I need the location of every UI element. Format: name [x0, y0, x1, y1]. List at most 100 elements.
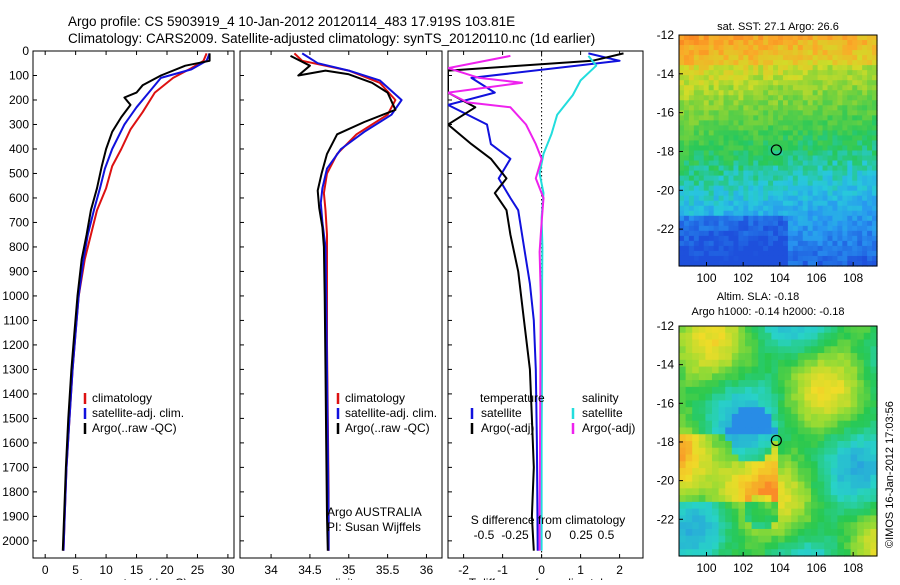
heatmap-cell: [807, 115, 814, 121]
heatmap-cell: [723, 90, 730, 96]
heatmap-cell: [817, 80, 824, 86]
heatmap-cell: [832, 175, 838, 182]
heatmap-cell: [782, 195, 789, 202]
heatmap-cell: [773, 260, 779, 267]
heatmap-cell: [842, 165, 848, 172]
heatmap-cell: [763, 240, 769, 247]
heatmap-cell: [872, 215, 878, 222]
heatmap-cell: [862, 230, 868, 237]
heatmap-cell: [768, 65, 774, 71]
heatmap-cell: [758, 434, 766, 442]
heatmap-cell: [692, 366, 700, 374]
heatmap-cell: [688, 165, 695, 172]
heatmap-cell: [782, 155, 789, 162]
heatmap-cell: [811, 461, 819, 469]
heatmap-cell: [844, 400, 852, 408]
heatmap-cell: [771, 346, 779, 354]
heatmap-cell: [773, 225, 779, 232]
heatmap-cell: [842, 160, 848, 167]
heatmap-cell: [738, 515, 746, 523]
heatmap-cell: [863, 528, 871, 537]
heatmap-cell: [832, 145, 838, 152]
heatmap-cell: [787, 65, 794, 71]
heatmap-cell: [797, 175, 804, 182]
heatmap-cell: [852, 95, 858, 101]
heatmap-cell: [685, 366, 693, 374]
heatmap-cell: [728, 85, 735, 91]
heatmap-cell: [758, 474, 766, 483]
heatmap-cell: [778, 200, 784, 207]
heatmap-cell: [857, 75, 863, 81]
heatmap-cell: [852, 160, 858, 167]
heatmap-cell: [832, 170, 838, 177]
heatmap-cell: [758, 549, 766, 557]
heatmap-cell: [763, 100, 769, 106]
heatmap-cell: [857, 195, 863, 202]
heatmap-cell: [703, 140, 710, 147]
heatmap-cell: [791, 400, 799, 408]
heatmap-cell: [703, 210, 710, 217]
heatmap-cell: [683, 45, 690, 51]
heatmap-cell: [764, 461, 772, 469]
legend-title-temperature: temperature: [480, 391, 545, 405]
heatmap-cell: [708, 75, 715, 81]
heatmap-cell: [847, 200, 853, 207]
heatmap-cell: [703, 40, 710, 46]
heatmap-cell: [778, 427, 786, 435]
heatmap-cell: [771, 474, 779, 483]
heatmap-cell: [787, 120, 794, 126]
heatmap-cell: [708, 100, 715, 106]
heatmap-cell: [738, 240, 744, 247]
heatmap-cell: [863, 508, 871, 517]
heatmap-cell: [723, 185, 730, 192]
heatmap-cell: [771, 353, 779, 361]
heatmap-cell: [688, 100, 695, 106]
y-tick-label: 1900: [2, 509, 29, 523]
heatmap-cell: [758, 40, 764, 46]
heatmap-cell: [847, 135, 853, 142]
heatmap-cell: [784, 542, 792, 550]
heatmap-cell: [758, 165, 764, 172]
heatmap-cell: [791, 420, 799, 429]
heatmap-cell: [844, 359, 852, 368]
heatmap-cell: [773, 120, 779, 126]
heatmap-cell: [733, 250, 739, 257]
heatmap-cell: [753, 135, 759, 142]
heatmap-cell: [837, 95, 843, 101]
heatmap-cell: [725, 549, 733, 557]
heatmap-cell: [797, 110, 804, 116]
heatmap-cell: [812, 55, 819, 61]
heatmap-cell: [817, 495, 825, 503]
heatmap-cell: [698, 441, 706, 449]
heatmap-cell: [802, 155, 809, 162]
heatmap-cell: [824, 474, 832, 483]
heatmap-cell: [847, 80, 853, 86]
heatmap-cell: [802, 55, 809, 61]
heatmap-cell: [768, 225, 774, 232]
heatmap-cell: [723, 50, 730, 56]
heatmap-cell: [679, 210, 685, 217]
heatmap-cell: [764, 515, 772, 523]
heatmap-cell: [728, 95, 735, 101]
heatmap-cell: [857, 90, 863, 96]
heatmap-cell: [743, 230, 749, 237]
heatmap-cell: [679, 150, 685, 157]
heatmap-cell: [837, 332, 845, 341]
heatmap-cell: [784, 366, 792, 374]
heatmap-cell: [713, 95, 720, 101]
heatmap-cell: [718, 70, 725, 76]
heatmap-cell: [712, 549, 720, 557]
heatmap-cell: [862, 235, 868, 242]
heatmap-cell: [784, 528, 792, 537]
heatmap-cell: [738, 461, 746, 469]
heatmap-cell: [773, 165, 779, 172]
heatmap-cell: [748, 145, 754, 152]
heatmap-cell: [787, 160, 794, 167]
heatmap-cell: [778, 245, 784, 252]
heatmap-cell: [743, 120, 749, 126]
heatmap-cell: [817, 90, 824, 96]
x-tick-label: 0: [538, 563, 545, 577]
heatmap-cell: [837, 380, 845, 388]
heatmap-cell: [688, 220, 695, 227]
